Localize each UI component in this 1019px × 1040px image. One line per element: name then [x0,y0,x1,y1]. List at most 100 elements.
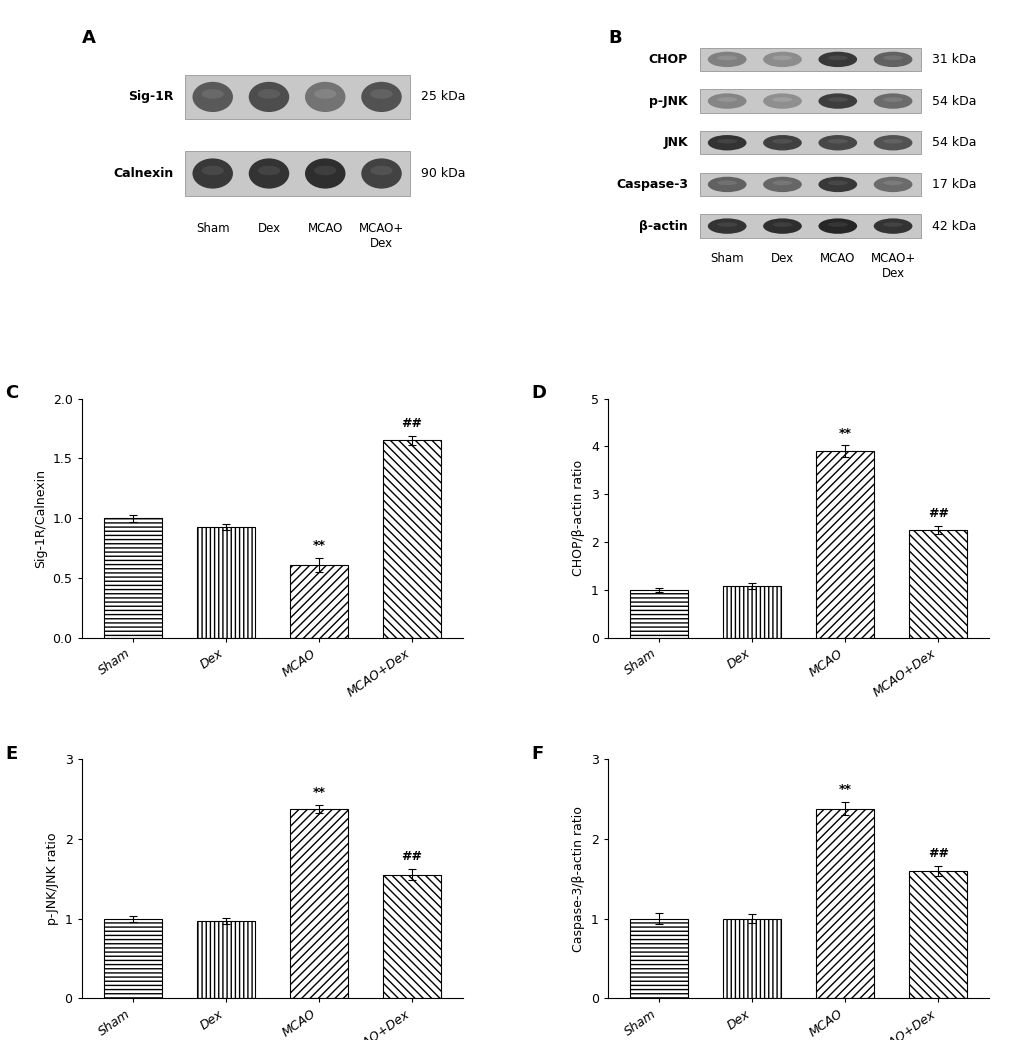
Text: CHOP: CHOP [648,53,688,66]
Bar [383,441,440,638]
Text: **: ** [312,539,325,551]
Text: B: B [607,28,621,47]
Bar [630,918,687,998]
Ellipse shape [817,52,856,68]
Ellipse shape [882,181,902,185]
Bar [104,918,161,998]
Ellipse shape [716,223,737,227]
Ellipse shape [716,55,737,60]
Text: ##: ## [400,417,422,430]
Text: Dex: Dex [257,222,280,235]
Ellipse shape [707,94,746,109]
Text: Sig-1R: Sig-1R [127,90,173,103]
Text: F: F [531,745,543,763]
Ellipse shape [882,55,902,60]
Text: **: ** [312,786,325,799]
Text: p-JNK: p-JNK [649,95,688,107]
Ellipse shape [873,135,912,151]
Bar [815,451,873,638]
Bar [289,565,347,638]
Text: 54 kDa: 54 kDa [931,95,976,107]
Ellipse shape [771,223,792,227]
Ellipse shape [193,158,232,188]
Ellipse shape [771,97,792,102]
Text: Calnexin: Calnexin [113,167,173,180]
Ellipse shape [258,89,280,99]
Ellipse shape [873,177,912,192]
Ellipse shape [202,89,223,99]
Text: 25 kDa: 25 kDa [421,90,465,103]
Text: D: D [531,384,546,402]
Ellipse shape [826,181,847,185]
Ellipse shape [258,165,280,176]
Text: JNK: JNK [662,136,688,150]
Ellipse shape [817,135,856,151]
Bar [909,530,966,638]
FancyBboxPatch shape [699,89,920,112]
Text: Dex: Dex [770,252,793,265]
Ellipse shape [771,181,792,185]
Ellipse shape [762,135,801,151]
Text: ##: ## [927,848,948,860]
Ellipse shape [882,223,902,227]
Ellipse shape [361,158,401,188]
Text: β-actin: β-actin [639,219,688,233]
Text: Sham: Sham [709,252,743,265]
Ellipse shape [817,94,856,109]
Y-axis label: p-JNK/JNK ratio: p-JNK/JNK ratio [46,833,59,926]
Ellipse shape [771,55,792,60]
Text: 31 kDa: 31 kDa [931,53,975,66]
Bar [722,918,781,998]
FancyBboxPatch shape [699,214,920,238]
FancyBboxPatch shape [184,151,410,196]
Bar [722,587,781,638]
Ellipse shape [873,52,912,68]
FancyBboxPatch shape [699,48,920,71]
Ellipse shape [707,177,746,192]
Ellipse shape [314,165,336,176]
Text: MCAO: MCAO [308,222,342,235]
Text: 42 kDa: 42 kDa [931,219,975,233]
Text: A: A [82,28,96,47]
Ellipse shape [716,97,737,102]
Bar [815,809,873,998]
Text: ##: ## [400,851,422,863]
Ellipse shape [370,165,392,176]
Ellipse shape [882,139,902,144]
Ellipse shape [762,94,801,109]
Ellipse shape [817,218,856,234]
Text: C: C [5,384,18,402]
Ellipse shape [314,89,336,99]
Y-axis label: Caspase-3/β-actin ratio: Caspase-3/β-actin ratio [572,806,585,952]
Ellipse shape [882,97,902,102]
Bar [383,875,440,998]
Text: Caspase-3: Caspase-3 [615,178,688,191]
Text: MCAO: MCAO [819,252,855,265]
Ellipse shape [707,218,746,234]
Ellipse shape [762,177,801,192]
Text: MCAO+
Dex: MCAO+ Dex [869,252,915,280]
FancyBboxPatch shape [699,131,920,154]
Ellipse shape [305,82,345,112]
Ellipse shape [193,82,232,112]
Text: **: ** [838,783,851,797]
Ellipse shape [826,97,847,102]
Ellipse shape [762,52,801,68]
Text: MCAO+
Dex: MCAO+ Dex [359,222,404,250]
Ellipse shape [817,177,856,192]
Ellipse shape [771,139,792,144]
Ellipse shape [716,181,737,185]
Ellipse shape [716,139,737,144]
Ellipse shape [249,158,289,188]
Ellipse shape [762,218,801,234]
Text: 90 kDa: 90 kDa [421,167,465,180]
Ellipse shape [707,52,746,68]
Ellipse shape [305,158,345,188]
Text: ##: ## [927,508,948,520]
Ellipse shape [826,223,847,227]
Bar [289,809,347,998]
FancyBboxPatch shape [699,173,920,197]
Ellipse shape [249,82,289,112]
Bar [197,526,255,638]
Y-axis label: Sig-1R/Calnexin: Sig-1R/Calnexin [34,469,47,568]
